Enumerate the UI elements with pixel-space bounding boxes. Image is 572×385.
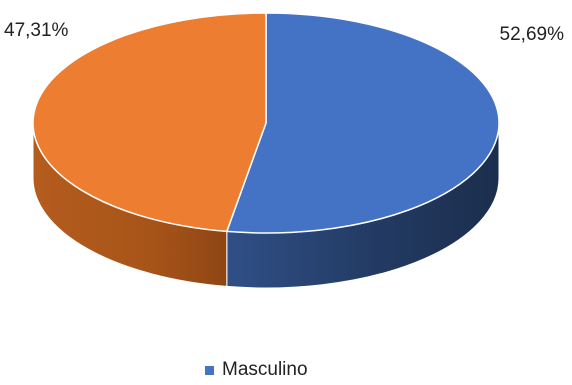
pie-slice-1	[32, 12, 267, 233]
pie-slice-0	[225, 12, 500, 234]
chart-legend: Masculino	[205, 359, 308, 380]
slice-data-label-blue: 52,69%	[499, 24, 564, 45]
legend-marker-masculino	[205, 365, 214, 375]
legend-label-masculino: Masculino	[222, 359, 308, 380]
slice-data-label-orange: 47,31%	[4, 20, 69, 41]
